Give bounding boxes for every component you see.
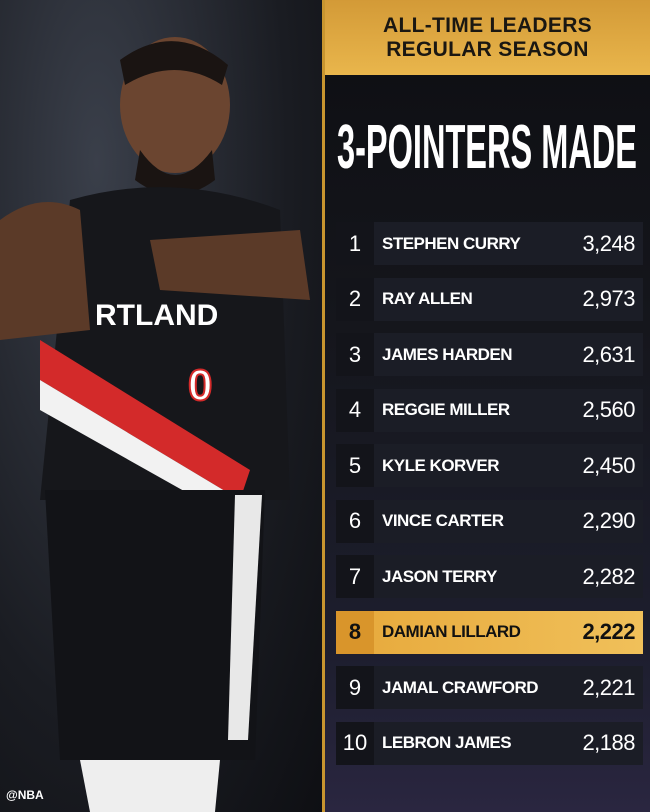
rank: 5 <box>336 444 374 487</box>
three-pointers-value: 2,631 <box>582 341 635 367</box>
three-pointers-value: 2,973 <box>582 286 635 311</box>
player-photo: RTLAND 0 @NBA <box>0 0 322 812</box>
leader-row: 1 STEPHEN CURRY 3,248 <box>336 222 643 265</box>
three-pointers-value: 3,248 <box>582 230 635 256</box>
stat-title-wrapper: 3-POINTERS MADE <box>337 113 637 180</box>
rank: 6 <box>336 499 374 543</box>
player-name: REGGIE MILLER <box>382 400 510 419</box>
rank: 3 <box>336 333 374 376</box>
leader-row: 9 JAMAL CRAWFORD 2,221 <box>336 666 643 709</box>
header-banner: ALL-TIME LEADERS REGULAR SEASON <box>325 0 650 75</box>
rank: 9 <box>336 666 374 709</box>
player-name: LEBRON JAMES <box>382 733 512 752</box>
leader-row: 6 VINCE CARTER 2,290 <box>336 499 643 543</box>
three-pointers-value: 2,222 <box>582 619 635 644</box>
leader-row: 3 JAMES HARDEN 2,631 <box>336 333 643 376</box>
player-name: STEPHEN CURRY <box>382 233 521 253</box>
header-line-2: REGULAR SEASON <box>386 37 589 61</box>
rank: 7 <box>336 555 374 598</box>
rank: 1 <box>336 222 374 265</box>
rank: 2 <box>336 277 374 321</box>
rank: 10 <box>336 721 374 765</box>
player-name: JAMES HARDEN <box>382 344 513 364</box>
leader-row: 5 KYLE KORVER 2,450 <box>336 444 643 487</box>
player-name: RAY ALLEN <box>382 289 473 308</box>
player-name: JASON TERRY <box>382 566 497 586</box>
leader-row: 8 DAMIAN LILLARD 2,222 <box>336 610 643 654</box>
three-pointers-value: 2,290 <box>582 508 635 533</box>
leader-row: 10 LEBRON JAMES 2,188 <box>336 721 643 765</box>
three-pointers-value: 2,188 <box>582 730 635 755</box>
leader-row: 4 REGGIE MILLER 2,560 <box>336 388 643 432</box>
leaders-panel: ALL-TIME LEADERS REGULAR SEASON 3-POINTE… <box>322 0 650 812</box>
three-pointers-value: 2,450 <box>582 452 635 478</box>
jersey-text: RTLAND <box>95 299 218 332</box>
leader-row: 7 JASON TERRY 2,282 <box>336 555 643 598</box>
rank: 4 <box>336 388 374 432</box>
player-name: KYLE KORVER <box>382 455 500 475</box>
rank: 8 <box>336 610 374 654</box>
three-pointers-value: 2,282 <box>582 563 635 589</box>
player-name: DAMIAN LILLARD <box>382 622 521 641</box>
player-name: VINCE CARTER <box>382 511 504 530</box>
three-pointers-value: 2,221 <box>582 674 635 700</box>
leader-row: 2 RAY ALLEN 2,973 <box>336 277 643 321</box>
header-line-1: ALL-TIME LEADERS <box>383 13 592 37</box>
stat-title: 3-POINTERS MADE <box>337 113 637 180</box>
jersey-number: 0 <box>188 361 212 410</box>
nba-watermark: @NBA <box>6 788 44 802</box>
three-pointers-value: 2,560 <box>582 397 635 422</box>
player-name: JAMAL CRAWFORD <box>382 677 539 697</box>
player-illustration: RTLAND 0 <box>0 37 310 812</box>
